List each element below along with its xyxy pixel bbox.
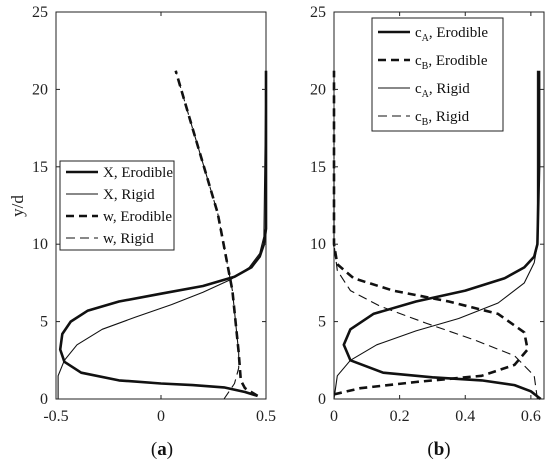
legend-entry: X, Erodible xyxy=(103,165,173,181)
panel-b-lines xyxy=(332,70,542,401)
panel-b-caption-letter: b xyxy=(434,439,445,460)
x-tick-label: 0 xyxy=(330,408,338,425)
x-tick-label: 0.6 xyxy=(521,408,541,425)
series-line-b-1 xyxy=(332,70,529,396)
y-tick-label: 0 xyxy=(40,391,48,408)
legend-entry: w, Rigid xyxy=(103,231,154,247)
series-line-a-1 xyxy=(57,70,267,399)
panel-b: 0 0.2 0.4 0.6 0 5 10 15 20 25 (b) cA, Erodible cB,… xyxy=(310,4,545,460)
legend-entry: cA, Erodible xyxy=(415,25,488,44)
y-tick-label: 20 xyxy=(32,81,48,98)
x-tick-label: 0.4 xyxy=(455,408,475,425)
panel-b-legend-box xyxy=(371,17,504,132)
y-tick-label: 5 xyxy=(40,314,48,331)
panel-a-caption-letter: a xyxy=(157,439,167,460)
series-line-b-3 xyxy=(333,70,538,400)
y-tick-label: 20 xyxy=(310,81,326,98)
y-tick-label: 10 xyxy=(310,236,326,253)
y-tick-label: 25 xyxy=(32,4,48,21)
y-tick-label: 25 xyxy=(310,4,326,21)
panel-b-ticks: 0 0.2 0.4 0.6 0 5 10 15 20 25 xyxy=(310,4,544,425)
series-line-a-2 xyxy=(174,70,259,398)
panel-a-legend-box xyxy=(59,160,175,251)
series-line-b-0 xyxy=(342,70,542,401)
series-line-a-0 xyxy=(58,70,268,398)
x-tick-label: 0.2 xyxy=(390,408,410,425)
panel-a-legend: X, Erodible X, Rigid w, Erodible w, Rigid xyxy=(59,160,175,251)
panel-a-lines xyxy=(57,70,268,400)
y-tick-label: 5 xyxy=(318,314,326,331)
panel-a-caption: (a) xyxy=(151,439,173,460)
legend-entry: cB, Erodible xyxy=(415,53,488,72)
y-tick-label: 10 xyxy=(32,236,48,253)
x-tick-label: -0.5 xyxy=(43,408,68,425)
legend-entry: cA, Rigid xyxy=(415,81,470,100)
legend-entry: w, Erodible xyxy=(103,209,172,225)
x-tick-label: 0.5 xyxy=(256,408,276,425)
series-line-a-3 xyxy=(175,70,240,400)
panel-a-y-axis-label: y/d xyxy=(8,195,27,217)
y-tick-label: 0 xyxy=(318,391,326,408)
y-tick-label: 15 xyxy=(32,159,48,176)
y-tick-label: 15 xyxy=(310,159,326,176)
series-line-b-2 xyxy=(333,70,538,400)
panel-b-legend: cA, Erodible cB, Erodible cA, Rigid cB, Rig… xyxy=(371,17,504,132)
legend-entry: cB, Rigid xyxy=(415,109,470,128)
legend-entry: X, Rigid xyxy=(103,187,155,203)
x-tick-label: 0 xyxy=(157,408,165,425)
panel-b-caption: (b) xyxy=(427,439,450,460)
